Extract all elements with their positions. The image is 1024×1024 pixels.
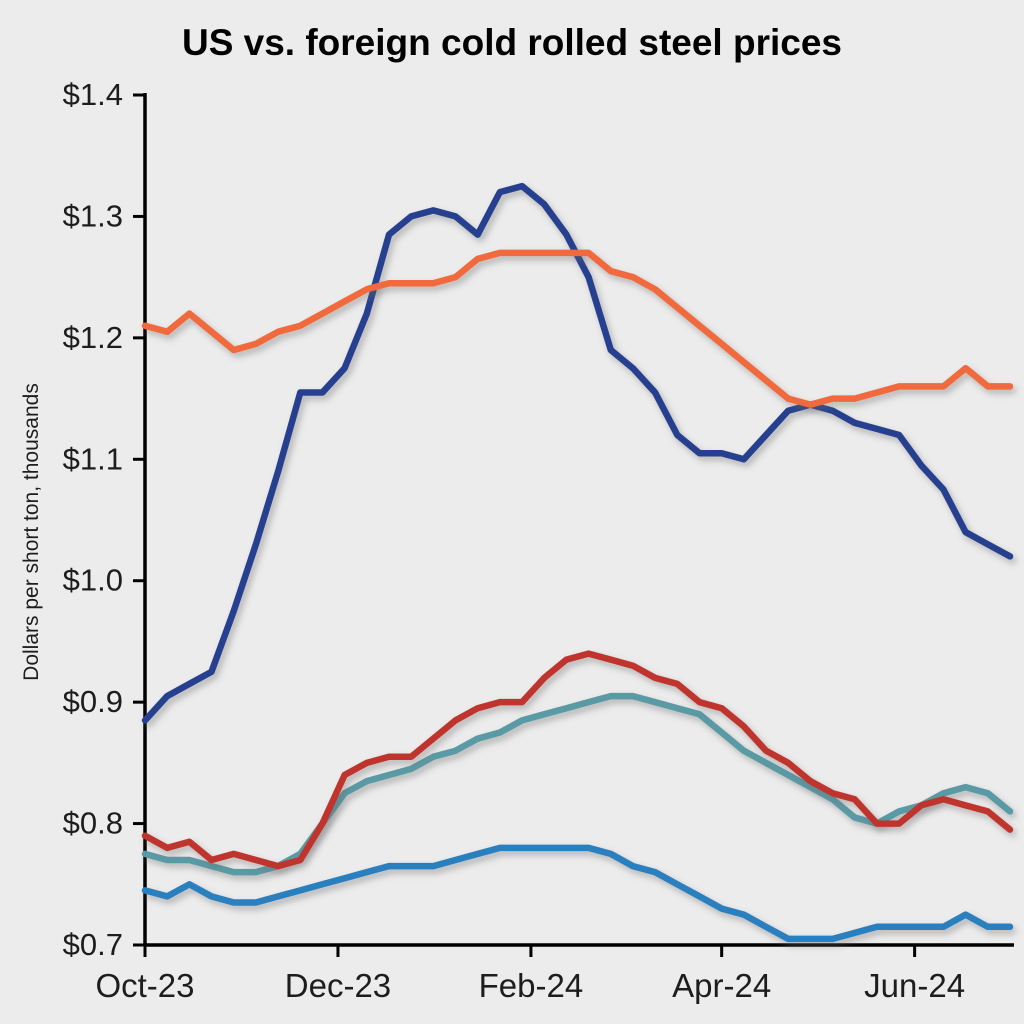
x-tick-label: Jun-24 [864,967,965,1004]
chart-title: US vs. foreign cold rolled steel prices [181,22,843,63]
x-tick-label: Apr-24 [672,967,771,1004]
y-tick-label: $1.2 [63,320,123,355]
y-tick-label: $1.3 [63,198,123,233]
y-tick-label: $0.8 [63,806,123,841]
y-tick-label: $0.7 [63,927,123,962]
series-line-red [141,650,1014,870]
series-line-navy [141,182,1014,724]
x-tick-label: Dec-23 [285,967,391,1004]
series-line-light-blue [141,844,1014,943]
y-tick-label: $1.1 [63,441,123,476]
y-tick-label: $0.9 [63,684,123,719]
y-tick-label: $1.4 [63,77,123,112]
y-tick-label: $1.0 [63,563,123,598]
x-tick-label: Feb-24 [479,967,584,1004]
x-tick-label: Oct-23 [95,967,194,1004]
series-line-orange [141,249,1014,408]
